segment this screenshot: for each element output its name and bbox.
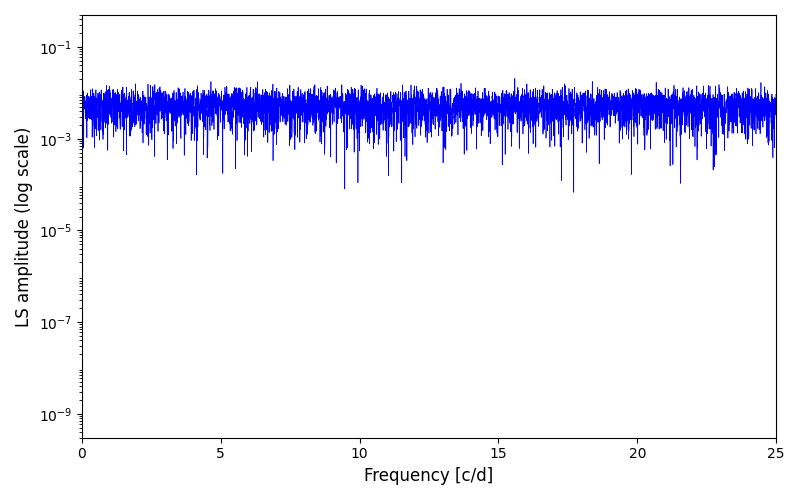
X-axis label: Frequency [c/d]: Frequency [c/d] [364,467,494,485]
Y-axis label: LS amplitude (log scale): LS amplitude (log scale) [15,126,33,326]
